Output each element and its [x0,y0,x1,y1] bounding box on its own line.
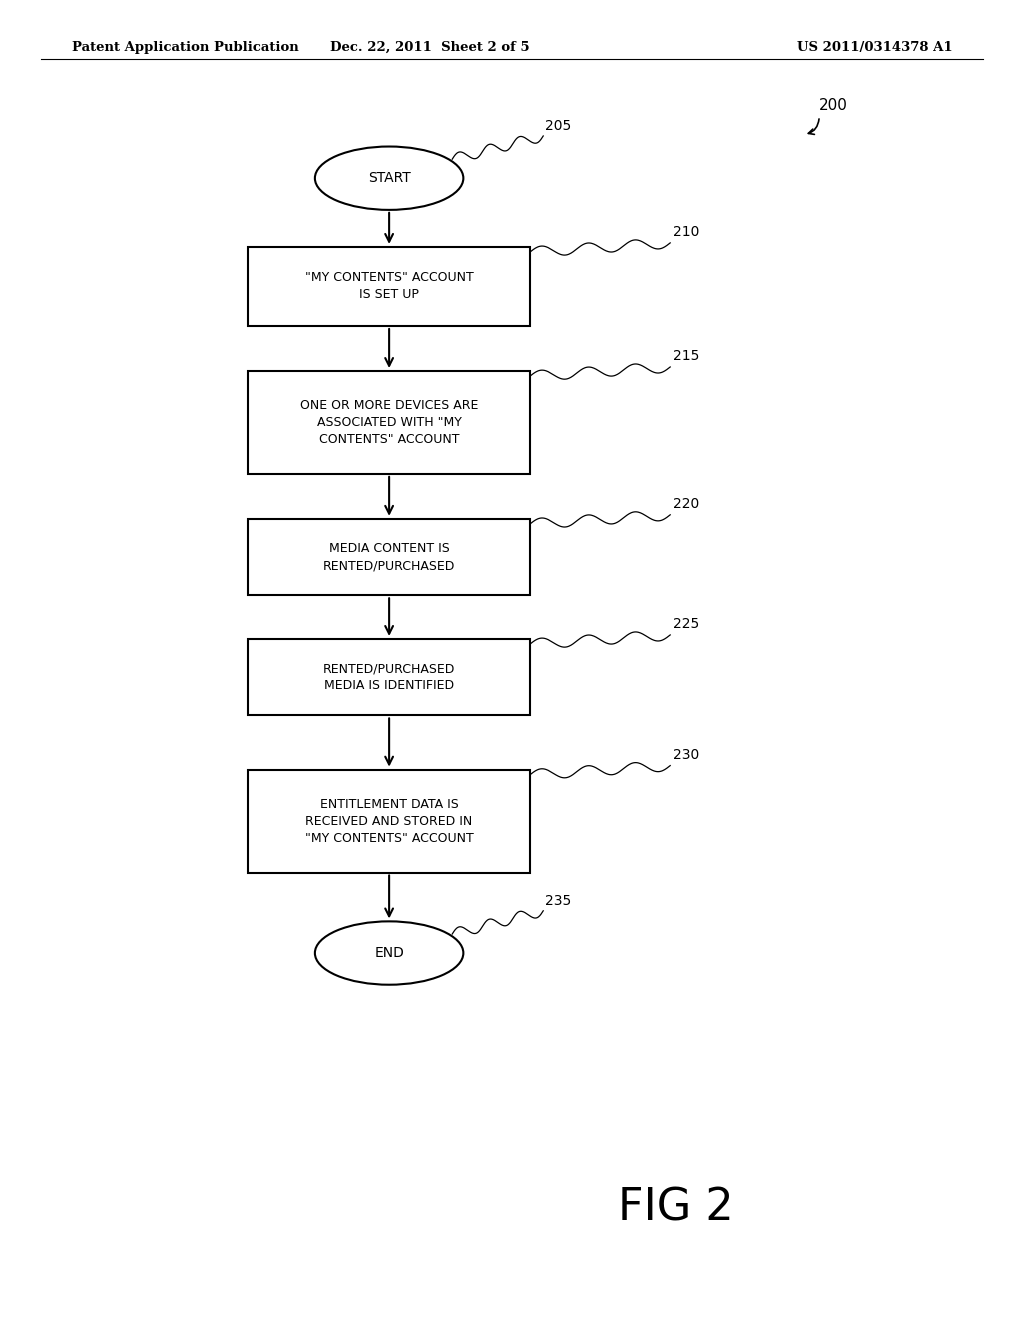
Text: MEDIA CONTENT IS
RENTED/PURCHASED: MEDIA CONTENT IS RENTED/PURCHASED [323,543,456,572]
FancyBboxPatch shape [248,371,530,474]
Ellipse shape [315,921,463,985]
Text: ONE OR MORE DEVICES ARE
ASSOCIATED WITH "MY
CONTENTS" ACCOUNT: ONE OR MORE DEVICES ARE ASSOCIATED WITH … [300,399,478,446]
Text: US 2011/0314378 A1: US 2011/0314378 A1 [797,41,952,54]
Text: 210: 210 [674,224,699,239]
Text: 235: 235 [545,894,571,908]
Text: 225: 225 [674,616,699,631]
FancyBboxPatch shape [248,247,530,326]
FancyBboxPatch shape [248,519,530,595]
Text: FIG 2: FIG 2 [617,1187,734,1229]
Text: Dec. 22, 2011  Sheet 2 of 5: Dec. 22, 2011 Sheet 2 of 5 [331,41,529,54]
Text: END: END [374,946,404,960]
Text: 205: 205 [545,119,571,133]
FancyBboxPatch shape [248,770,530,873]
Text: RENTED/PURCHASED
MEDIA IS IDENTIFIED: RENTED/PURCHASED MEDIA IS IDENTIFIED [323,663,456,692]
Text: START: START [368,172,411,185]
Text: ENTITLEMENT DATA IS
RECEIVED AND STORED IN
"MY CONTENTS" ACCOUNT: ENTITLEMENT DATA IS RECEIVED AND STORED … [305,797,473,845]
Ellipse shape [315,147,463,210]
Text: 200: 200 [819,98,848,114]
Text: "MY CONTENTS" ACCOUNT
IS SET UP: "MY CONTENTS" ACCOUNT IS SET UP [305,272,473,301]
FancyBboxPatch shape [248,639,530,715]
Text: 230: 230 [674,747,699,762]
Text: 220: 220 [674,496,699,511]
Text: Patent Application Publication: Patent Application Publication [72,41,298,54]
Text: 215: 215 [674,348,699,363]
